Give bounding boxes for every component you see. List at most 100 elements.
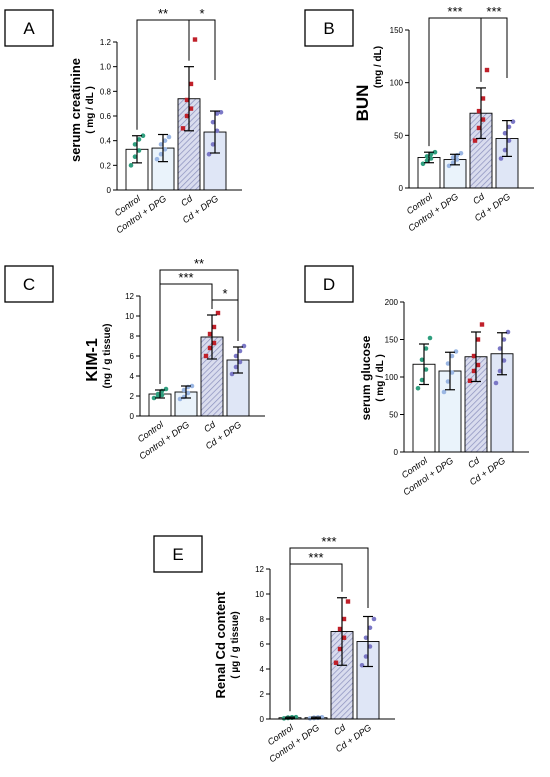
significance-label: *** (308, 550, 323, 565)
data-point (337, 626, 343, 632)
data-point (502, 130, 508, 136)
significance-label: *** (178, 270, 193, 285)
y-axis-label: KIM-1 (84, 338, 101, 382)
data-point (363, 635, 369, 641)
data-point (475, 362, 481, 368)
data-point (506, 138, 512, 143)
y-axis-unit: (ng / g tissue) (102, 324, 113, 389)
data-point (341, 616, 347, 622)
panel-letter: E (172, 545, 183, 564)
y-tick-label: 8 (130, 332, 135, 341)
data-point (210, 142, 216, 147)
x-tick-label: Cd (332, 722, 348, 737)
data-point (479, 322, 485, 327)
data-point (184, 97, 190, 103)
data-point (177, 396, 183, 402)
data-point (419, 377, 425, 383)
data-point (211, 324, 217, 330)
y-tick-label: 12 (125, 292, 134, 301)
data-point (189, 383, 195, 389)
data-point (415, 385, 421, 391)
data-point (453, 349, 459, 354)
y-axis-unit: ( µg / g tissue) (230, 611, 241, 678)
data-point (214, 128, 220, 134)
significance-label: ** (194, 256, 204, 271)
data-point (163, 386, 169, 392)
significance-bracket (188, 19, 216, 80)
data-point (432, 149, 438, 155)
data-point (497, 368, 503, 374)
y-tick-label: 150 (385, 336, 399, 345)
data-point (419, 357, 425, 363)
data-point (476, 108, 482, 114)
data-point (159, 392, 165, 398)
data-point (454, 157, 460, 162)
data-point (498, 156, 504, 161)
y-tick-label: 2 (260, 690, 265, 699)
data-point (424, 158, 430, 163)
data-point (233, 364, 239, 370)
data-point (341, 635, 347, 640)
data-point (367, 625, 373, 631)
y-tick-label: 4 (130, 372, 135, 381)
y-tick-label: 8 (260, 615, 265, 624)
y-tick-label: 10 (125, 312, 134, 321)
data-point (475, 337, 481, 342)
data-point (211, 340, 217, 346)
panel-label-box (153, 535, 203, 573)
significance-label: * (199, 6, 204, 21)
data-point (428, 151, 434, 157)
data-point (136, 137, 142, 142)
data-point (363, 654, 369, 659)
data-point (132, 154, 138, 159)
y-tick-label: 12 (255, 565, 264, 574)
data-point (449, 353, 455, 359)
data-point (233, 353, 239, 359)
y-tick-label: 50 (394, 131, 403, 140)
data-point (241, 343, 247, 349)
x-tick-label: Cd (466, 455, 482, 470)
data-point (185, 390, 191, 396)
y-tick-label: 200 (385, 298, 399, 307)
significance-bracket (211, 299, 239, 341)
data-point (128, 163, 134, 168)
y-tick-label: 0.4 (100, 137, 112, 146)
data-point (162, 138, 168, 143)
data-point (480, 96, 486, 101)
panel-letter: B (323, 19, 334, 38)
data-point (501, 337, 507, 342)
y-axis-label: serum glucose (359, 335, 373, 420)
data-point (333, 660, 339, 665)
data-point (207, 331, 213, 337)
panel-label-box (4, 265, 54, 303)
data-point (155, 391, 161, 397)
significance-label: *** (321, 534, 336, 549)
data-point (501, 358, 507, 363)
data-point (215, 310, 221, 316)
data-point (237, 359, 243, 365)
y-axis-unit: ( mg / dL ) (375, 354, 386, 402)
data-point (445, 361, 451, 366)
data-point (237, 348, 243, 354)
significance-label: *** (486, 4, 501, 19)
panel-letter: D (323, 275, 335, 294)
panel-label-box (4, 9, 54, 47)
data-point (428, 156, 434, 161)
data-point (505, 329, 511, 335)
data-point (337, 646, 343, 652)
panel-letter: C (23, 275, 35, 294)
y-tick-label: 4 (260, 665, 265, 674)
data-point (229, 371, 235, 377)
data-point (192, 37, 198, 42)
data-point (445, 379, 451, 384)
data-point (423, 346, 429, 351)
y-axis-unit: ( mg / dL ) (85, 86, 96, 134)
significance-bracket (289, 547, 369, 712)
significance-bracket (480, 17, 508, 82)
data-point (184, 113, 190, 119)
data-point (371, 616, 377, 622)
y-tick-label: 1.0 (100, 63, 112, 72)
